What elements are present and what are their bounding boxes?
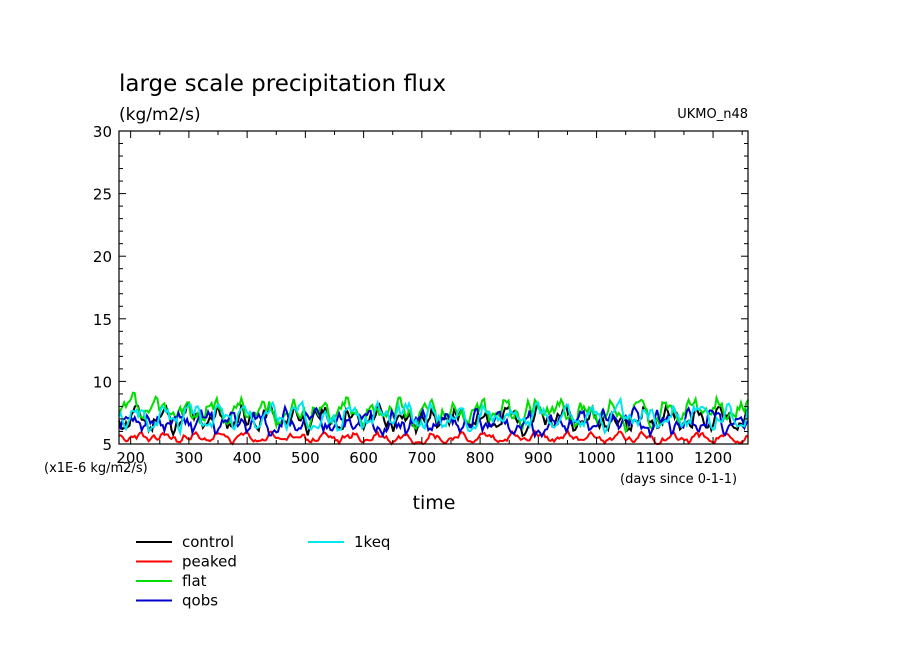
x-tick-label: 500 — [291, 449, 320, 467]
legend-label-flat: flat — [182, 572, 207, 590]
x-tick-label: 900 — [524, 449, 553, 467]
legend-label-peaked: peaked — [182, 553, 237, 571]
x-tick-label: 1000 — [577, 449, 615, 467]
series-line-peaked — [118, 429, 749, 446]
x-tick-label: 400 — [233, 449, 262, 467]
y-tick-label: 15 — [93, 311, 112, 329]
y-tick-label: 10 — [93, 373, 112, 391]
legend-label-control: control — [182, 533, 234, 551]
y-tick-label: 30 — [93, 123, 112, 141]
chart-title: large scale precipitation flux — [119, 71, 446, 97]
x-tick-label: 300 — [175, 449, 204, 467]
y-tick-label: 25 — [93, 186, 112, 204]
axes-layer: 5 10 15 20 25 30 200 300 400 500 600 700 800 900 1000 1… — [93, 123, 749, 467]
x-tick-label: 700 — [408, 449, 437, 467]
x-tick-label: 600 — [349, 449, 378, 467]
legend-label-1keq: 1keq — [354, 533, 390, 551]
series-line-1keq — [118, 396, 749, 437]
y-tick-label: 20 — [93, 248, 112, 266]
legend-label-qobs: qobs — [182, 592, 218, 610]
y-tick-label: 5 — [102, 436, 112, 454]
x-axis-label: time — [413, 492, 456, 514]
plot-frame — [118, 130, 749, 445]
chart-subtitle: (kg/m2/s) — [119, 105, 201, 125]
x-tick-label: 1100 — [636, 449, 674, 467]
x-tick-label: 200 — [116, 449, 145, 467]
series-line-qobs — [118, 403, 749, 439]
x-tick-label: 1200 — [694, 449, 732, 467]
source-label: UKMO_n48 — [677, 107, 748, 122]
y-unit-label: (x1E-6 kg/m2/s) — [44, 461, 148, 476]
series-layer — [118, 391, 749, 446]
x-tick-label: 800 — [466, 449, 495, 467]
x-unit-label: (days since 0-1-1) — [620, 472, 737, 487]
